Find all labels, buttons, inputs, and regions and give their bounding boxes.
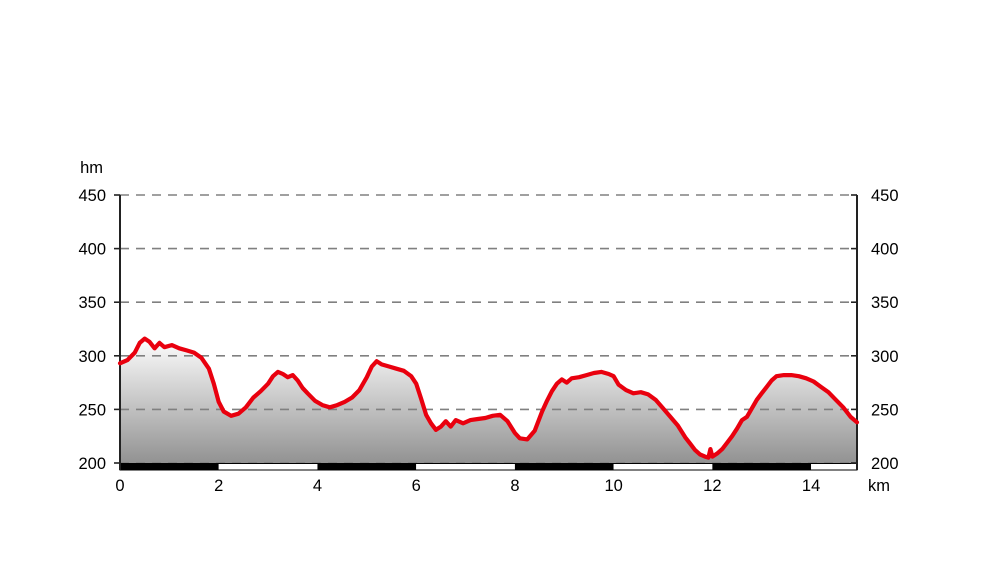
y-axis-label-left-250: 250 [78, 401, 106, 419]
elevation-area-fill [120, 338, 857, 463]
x-axis-label-10: 10 [604, 477, 622, 495]
x-axis-label-0: 0 [115, 477, 124, 495]
scalebar-segment [613, 463, 713, 470]
y-axis-unit-label: hm [80, 159, 103, 177]
y-axis-label-right-400: 400 [871, 241, 899, 259]
y-axis-label-left-350: 350 [78, 294, 106, 312]
y-axis-label-left-450: 450 [78, 187, 106, 205]
y-axis-label-right-450: 450 [871, 187, 899, 205]
x-axis-label-12: 12 [703, 477, 721, 495]
x-axis-label-14: 14 [802, 477, 820, 495]
y-axis-label-left-400: 400 [78, 241, 106, 259]
y-axis-label-right-200: 200 [871, 455, 899, 473]
scalebar-segment [120, 463, 219, 470]
scalebar-segment [514, 463, 614, 470]
y-axis-label-right-350: 350 [871, 294, 899, 312]
y-axis-label-right-300: 300 [871, 348, 899, 366]
scalebar-segment [712, 463, 812, 470]
y-axis-label-right-250: 250 [871, 401, 899, 419]
x-axis-label-8: 8 [510, 477, 519, 495]
y-axis-label-left-300: 300 [78, 348, 106, 366]
scalebar-segment [218, 463, 318, 470]
x-axis-unit-label: km [868, 477, 890, 495]
elevation-line [117, 336, 860, 460]
scalebar-segment [317, 463, 417, 470]
scalebar-segment [416, 463, 515, 470]
x-axis-label-4: 4 [313, 477, 322, 495]
x-axis-label-2: 2 [214, 477, 223, 495]
scalebar-segment [811, 463, 857, 470]
y-axis-label-left-200: 200 [78, 455, 106, 473]
x-axis-label-6: 6 [412, 477, 421, 495]
